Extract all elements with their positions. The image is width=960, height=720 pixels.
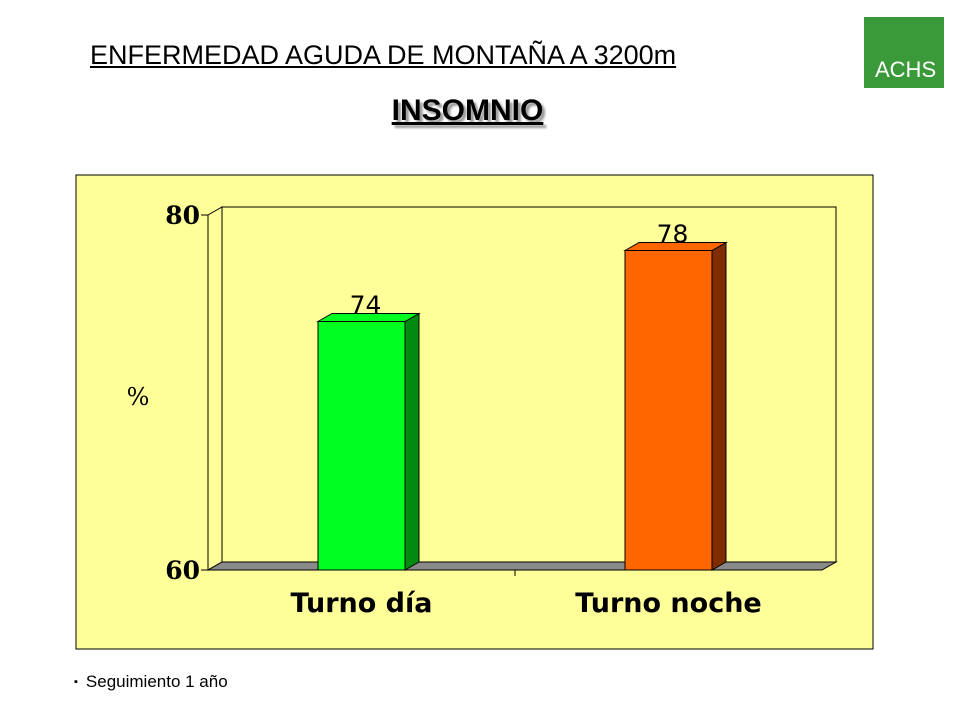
bar-top <box>316 313 421 322</box>
slide-title: ENFERMEDAD AGUDA DE MONTAÑA A 3200m <box>90 40 677 70</box>
bar-side <box>404 312 420 571</box>
bar-top <box>623 242 728 251</box>
bar <box>317 321 406 571</box>
data-label: 78 <box>657 220 689 249</box>
bar <box>624 250 713 571</box>
achs-logo: ACHS <box>864 17 944 88</box>
y-tick-label: 80 <box>165 201 200 230</box>
bullet-icon: ▪ <box>74 676 78 688</box>
y-tick-label: 60 <box>165 556 200 585</box>
x-tick-label: Turno día <box>291 588 433 619</box>
footnote: ▪ Seguimiento 1 año <box>74 672 228 692</box>
footnote-text: Seguimiento 1 año <box>85 672 228 691</box>
y-axis-label: % <box>127 383 150 411</box>
data-label: 74 <box>350 291 382 320</box>
bar-side <box>711 241 727 571</box>
side-wall <box>207 206 223 571</box>
slide-subtitle: INSOMNIO <box>391 94 544 127</box>
logo-text: ACHS <box>875 57 937 82</box>
back-wall <box>221 206 837 563</box>
x-tick-label: Turno noche <box>575 588 761 619</box>
chart-floor <box>206 561 838 571</box>
